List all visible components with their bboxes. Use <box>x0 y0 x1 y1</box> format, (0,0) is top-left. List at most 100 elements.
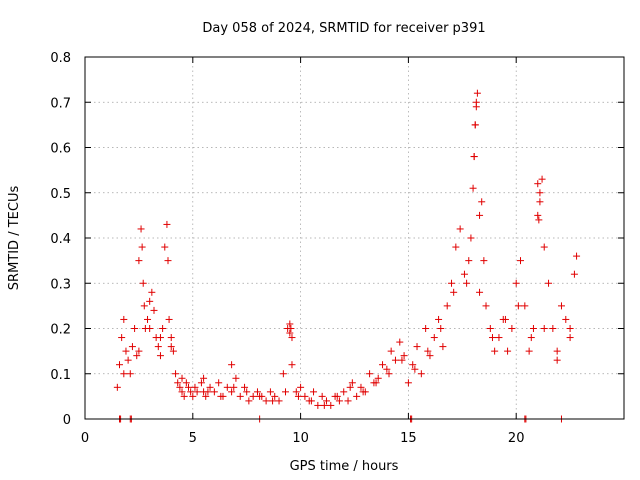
data-point <box>482 302 490 310</box>
grid-layer <box>85 57 624 419</box>
data-point <box>148 288 156 296</box>
data-point <box>184 383 192 391</box>
data-point <box>417 370 425 378</box>
plot-frame <box>84 56 625 420</box>
data-point <box>120 370 128 378</box>
data-point <box>215 379 223 387</box>
x-tick-label: 5 <box>189 431 197 446</box>
data-point <box>411 365 419 373</box>
data-point <box>140 302 148 310</box>
data-point <box>570 270 578 278</box>
data-point <box>271 392 279 400</box>
data-point <box>344 397 352 405</box>
data-point <box>286 320 294 328</box>
data-point <box>488 334 496 342</box>
data-point <box>118 334 126 342</box>
data-point <box>282 388 290 396</box>
data-point <box>204 388 212 396</box>
data-point <box>517 257 525 265</box>
data-point <box>452 243 460 251</box>
data-point <box>486 325 494 332</box>
data-point <box>249 392 257 400</box>
data-point <box>236 392 244 400</box>
y-tick-label: 0.8 <box>50 51 71 66</box>
data-point <box>176 383 184 391</box>
data-point <box>322 397 330 405</box>
data-point <box>163 220 171 228</box>
data-point <box>178 388 186 396</box>
data-point <box>450 288 458 296</box>
data-point <box>228 388 236 396</box>
data-point <box>133 352 141 360</box>
data-point <box>122 347 130 355</box>
data-point <box>426 352 434 360</box>
data-point <box>359 388 367 396</box>
data-point <box>169 347 177 355</box>
data-point <box>178 374 186 382</box>
data-point <box>508 325 516 332</box>
data-point <box>549 325 557 332</box>
data-point <box>150 306 158 314</box>
data-point <box>553 356 561 364</box>
data-point <box>514 302 522 310</box>
x-tick-label: 20 <box>508 431 525 446</box>
data-point <box>476 288 484 296</box>
data-point <box>553 347 561 355</box>
data-point <box>491 347 499 355</box>
data-point <box>165 315 173 323</box>
data-point <box>439 343 447 351</box>
data-point <box>146 325 154 332</box>
data-point <box>120 315 128 323</box>
data-point <box>566 334 574 342</box>
data-points <box>113 89 581 423</box>
data-point <box>174 379 182 387</box>
data-point <box>430 334 438 342</box>
data-point <box>353 392 361 400</box>
data-point <box>154 343 162 351</box>
data-point <box>197 379 205 387</box>
data-point <box>279 370 287 378</box>
data-point <box>243 388 251 396</box>
data-point <box>435 315 443 323</box>
y-tick-label: 0.7 <box>50 96 71 111</box>
data-point <box>167 343 175 351</box>
data-point <box>463 279 471 287</box>
data-point <box>536 198 544 206</box>
data-point <box>335 397 343 405</box>
data-point <box>156 352 164 360</box>
data-point <box>253 388 261 396</box>
data-point <box>566 325 574 332</box>
x-tick-label: 10 <box>292 431 309 446</box>
data-point <box>318 392 326 400</box>
data-point <box>422 325 430 332</box>
data-point <box>187 388 195 396</box>
data-point <box>469 184 477 192</box>
data-point <box>161 243 169 251</box>
data-point <box>540 243 548 251</box>
data-point <box>217 392 225 400</box>
data-point <box>135 257 143 265</box>
data-point <box>480 257 488 265</box>
data-point <box>139 279 147 287</box>
y-tick-label: 0.4 <box>50 232 71 247</box>
data-point <box>144 315 152 323</box>
data-point <box>478 198 486 206</box>
data-point <box>327 401 335 409</box>
data-point <box>374 374 382 382</box>
data-point <box>465 257 473 265</box>
data-point <box>256 392 264 400</box>
data-point <box>527 334 535 342</box>
data-point <box>307 397 315 405</box>
data-point <box>228 361 236 369</box>
data-point <box>287 325 295 332</box>
data-point <box>230 383 238 391</box>
data-point <box>200 374 208 382</box>
data-point <box>292 388 300 396</box>
data-point <box>180 392 188 400</box>
data-point <box>476 211 484 219</box>
data-point <box>529 325 537 332</box>
data-point <box>159 325 167 332</box>
data-point <box>535 216 543 224</box>
data-point <box>437 325 445 332</box>
